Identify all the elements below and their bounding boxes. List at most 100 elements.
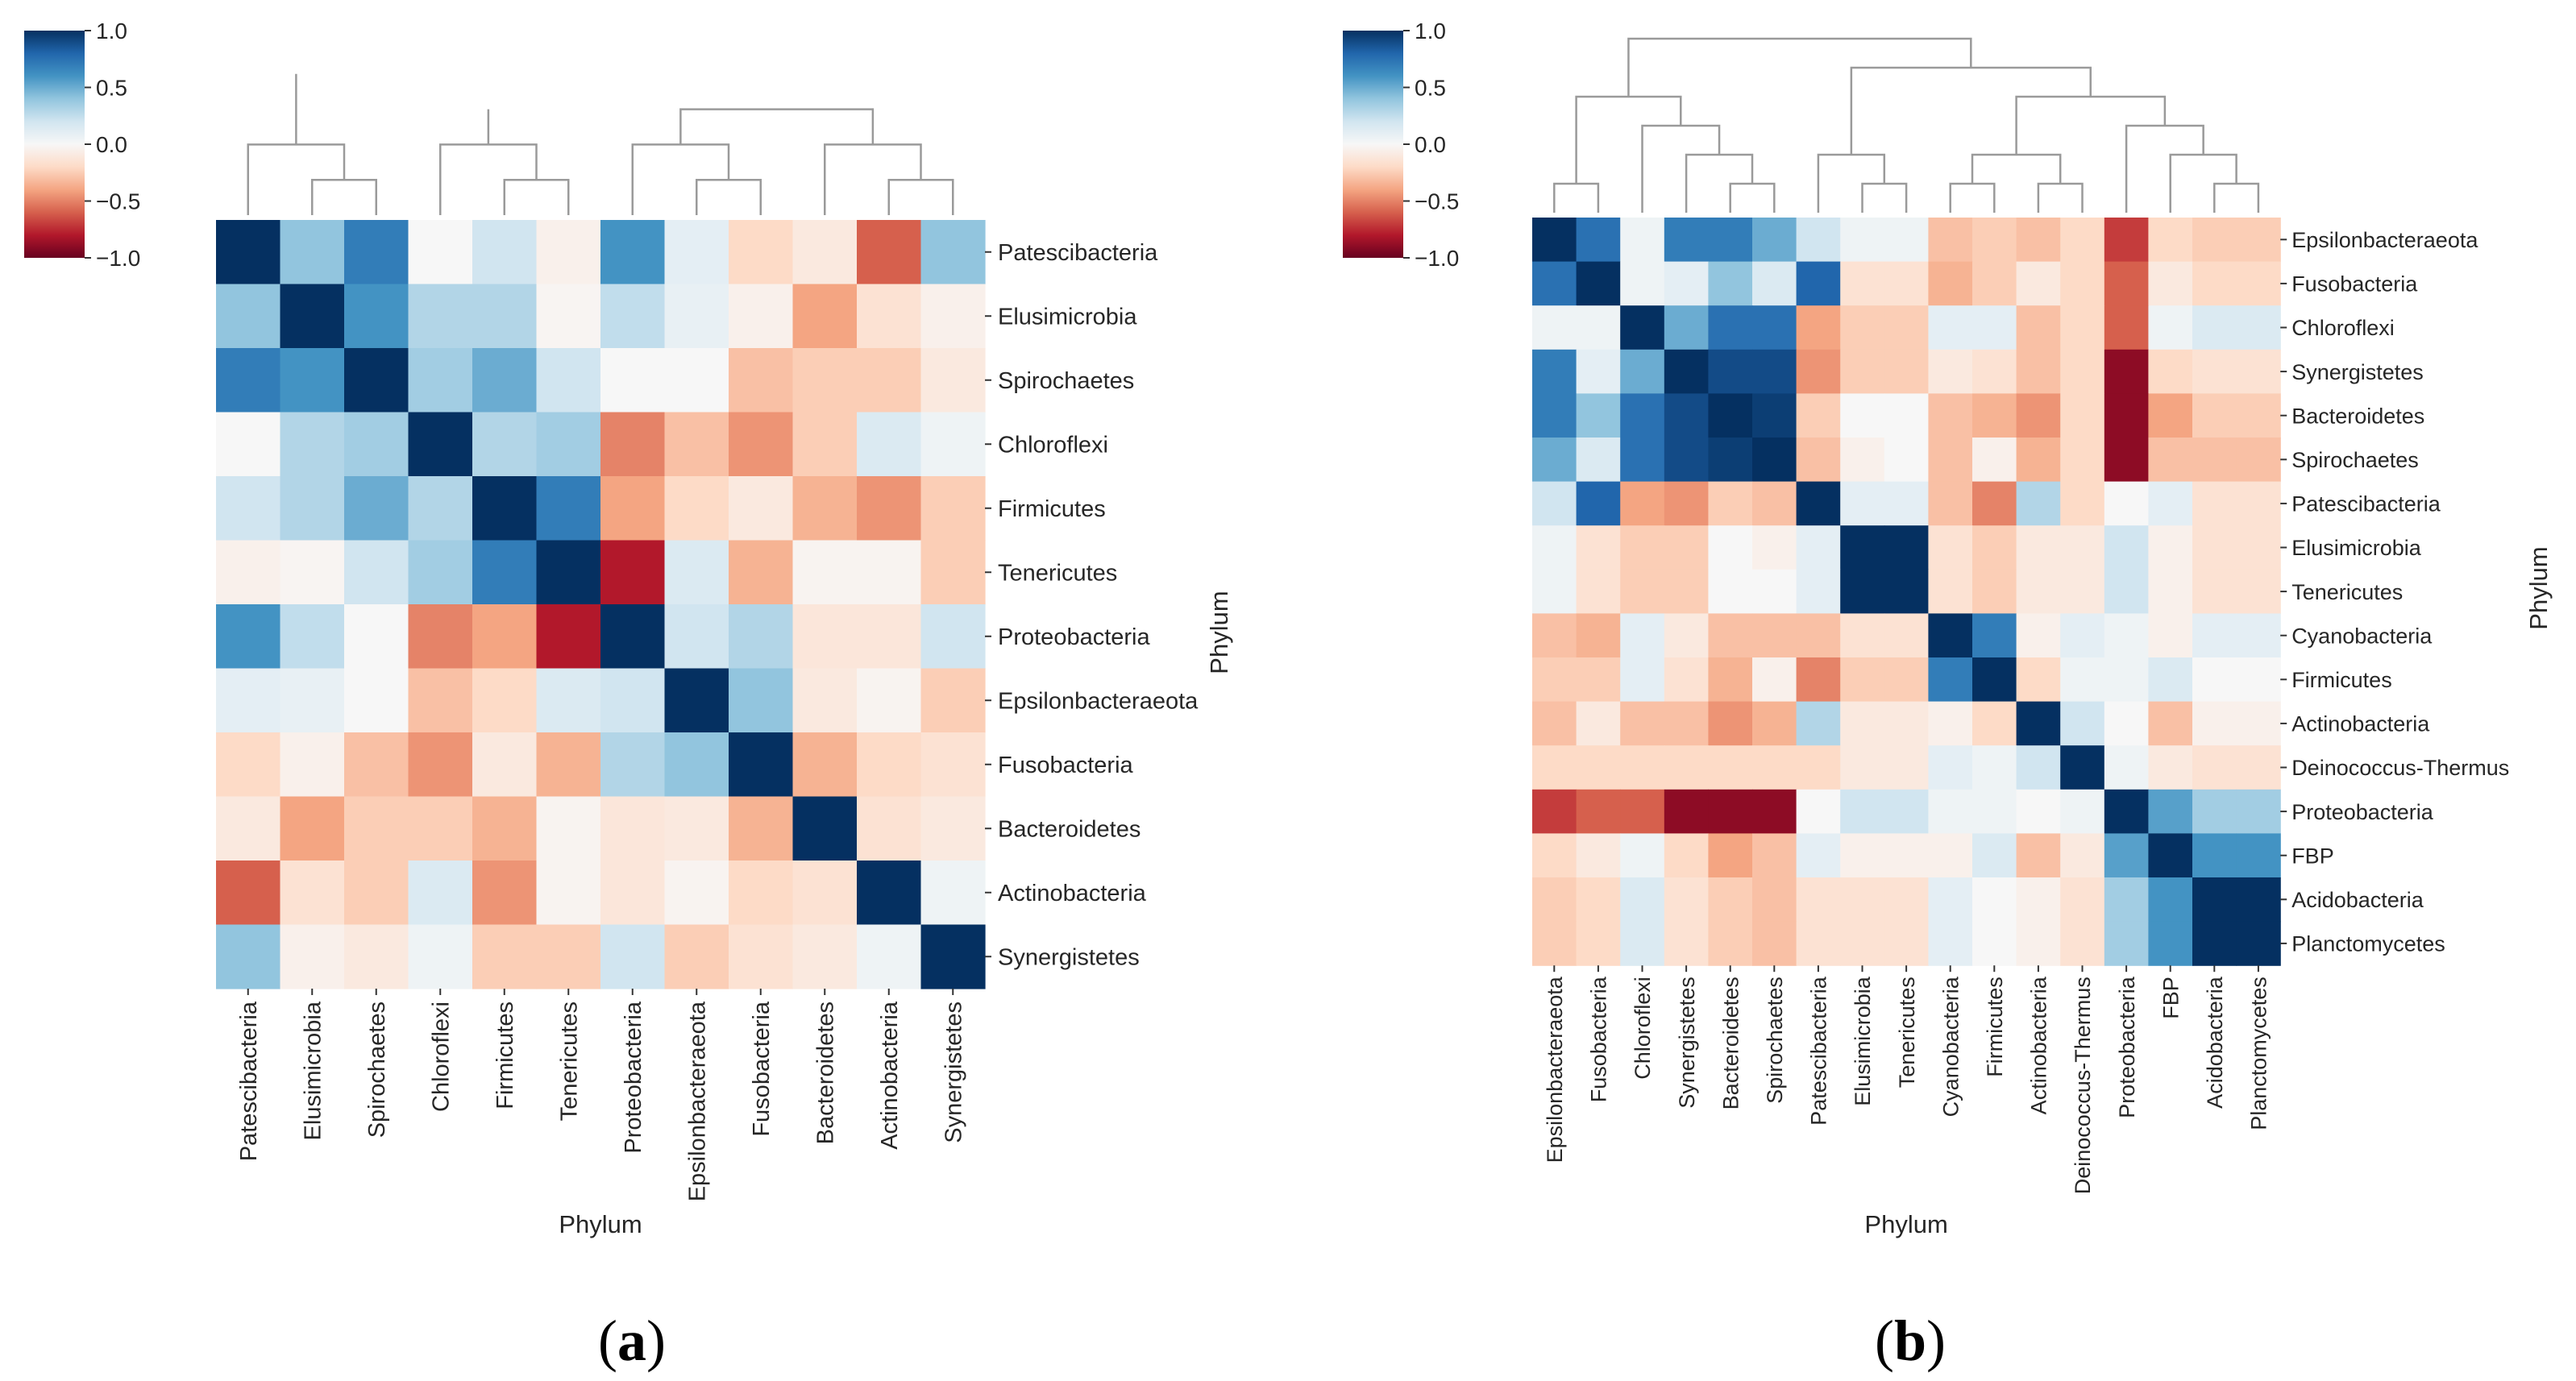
panel-a-heatmap-cell [600, 412, 666, 477]
panel-b-heatmap-cell [1884, 657, 1929, 703]
panel-b-row-label: Synergistetes [2291, 360, 2424, 384]
panel-b-heatmap-cell [1532, 218, 1577, 263]
panel-b-heatmap-cell [2236, 569, 2281, 614]
panel-b-heatmap-cell [1796, 481, 1841, 526]
panel-b-heatmap-cell [1532, 525, 1577, 570]
panel-a-heatmap-cell [857, 540, 922, 605]
panel-b-heatmap-cell [1840, 261, 1885, 306]
panel-b-heatmap-cell [1972, 745, 2017, 790]
panel-b-heatmap-cell [1796, 305, 1841, 350]
panel-b-heatmap-cell [1752, 877, 1797, 923]
panel-b-heatmap-cell [1664, 701, 1709, 746]
panel-a-heatmap-cell [729, 412, 794, 477]
panel-a-row-label: Spirochaetes [998, 368, 1134, 394]
panel-b-dendrogram-link [1949, 182, 1996, 213]
panel-a-heatmap-cell [280, 412, 345, 477]
panel-b-heatmap-cell [1928, 481, 1973, 526]
panel-b-heatmap-cell [1972, 569, 2017, 614]
panel-b-heatmap-cell [2104, 569, 2149, 614]
panel-b-heatmap-cell [1796, 261, 1841, 306]
panel-b-col-label: Elusimicrobia [1851, 976, 1875, 1106]
panel-a-row-label: Elusimicrobia [998, 305, 1137, 330]
panel-b-heatmap-cell [1752, 921, 1797, 966]
panel-a-heatmap-cell [857, 861, 922, 926]
panel-b-heatmap-cell [2236, 525, 2281, 570]
panel-a-heatmap-cell [344, 220, 409, 285]
panel-a-heatmap-cell [857, 284, 922, 349]
panel-a-heatmap-cell [729, 348, 794, 413]
panel-b-heatmap-cell [1752, 393, 1797, 438]
panel-b-heatmap-cell [2104, 657, 2149, 703]
panel-a-heatmap-cell [729, 476, 794, 541]
panel-b-heatmap-cell [1664, 833, 1709, 878]
panel-a-heatmap-cell [664, 348, 729, 413]
panel-b-heatmap-cell [1840, 349, 1885, 394]
panel-b-heatmap-cell [1620, 261, 1665, 306]
panel-b-heatmap-cell [2104, 833, 2149, 878]
panel-b-heatmap-cell [1928, 877, 1973, 923]
panel-b-heatmap-cell [2060, 657, 2105, 703]
panel-a-col-label: Chloroflexi [429, 1002, 455, 1112]
panel-b-heatmap-cell [2060, 218, 2105, 263]
panel-a-x-axis-label: Phylum [559, 1210, 642, 1238]
panel-b-heatmap-cell [2148, 921, 2193, 966]
panel-b-heatmap-cell [1884, 481, 1929, 526]
panel-b-heatmap-cell [2016, 261, 2061, 306]
panel-a-heatmap-cell [664, 604, 729, 670]
panel-b-heatmap-cell [1840, 569, 1885, 614]
panel-b-heatmap-cell [1884, 877, 1929, 923]
panel-b-heatmap-cell [2236, 349, 2281, 394]
panel-b-heatmap-cell [2236, 877, 2281, 923]
panel-b-heatmap-cell [2148, 349, 2193, 394]
panel-b-heatmap-cell [2016, 525, 2061, 570]
panel-b-heatmap-cell [1576, 921, 1621, 966]
panel-b-heatmap-cell [1840, 305, 1885, 350]
panel-b-col-label: FBP [2158, 977, 2183, 1019]
panel-a-heatmap-cell [216, 348, 281, 413]
panel-b-row-label: Actinobacteria [2291, 712, 2430, 736]
panel-b-heatmap-cell [1928, 218, 1973, 263]
panel-a-heatmap-cell [344, 604, 409, 670]
panel-b-col-label: Proteobacteria [2115, 976, 2139, 1118]
panel-b-heatmap-cell [1840, 789, 1885, 834]
panel-b-colorbar-tick-label: −0.5 [1415, 189, 1459, 214]
panel-a-heatmap-cell [408, 668, 473, 733]
panel-b-heatmap-cell [1532, 745, 1577, 790]
panel-a-row-label: Firmicutes [998, 496, 1106, 522]
panel-a-heatmap-cell [216, 796, 281, 861]
panel-a-heatmap-cell [344, 284, 409, 349]
panel-b-heatmap-cell [1884, 349, 1929, 394]
panel-b-heatmap-cell [2236, 218, 2281, 263]
panel-b-heatmap-cell [2016, 569, 2061, 614]
panel-b-heatmap-cell [1972, 833, 2017, 878]
panel-b-heatmap-cell [1576, 218, 1621, 263]
panel-a-heatmap-cell [536, 412, 601, 477]
panel-b: 1.0 0.5 0.0 −0.5 −1.0 Epsilonbacteraeota Fusob… [1343, 19, 2553, 1238]
panel-a-heatmap-cell [857, 348, 922, 413]
panel-a-heatmap-cell [664, 861, 729, 926]
panel-b-heatmap-cell [2148, 261, 2193, 306]
panel-a-heatmap-cell [216, 284, 281, 349]
panel-a-heatmap-cell [408, 220, 473, 285]
panel-b-heatmap-cell [2060, 877, 2105, 923]
panel-a-heatmap-cell [792, 861, 858, 926]
panel-b-heatmap-cell [1972, 218, 2017, 263]
panel-a-heatmap-cell [729, 861, 794, 926]
panel-b-heatmap-cell [1708, 877, 1753, 923]
panel-b-heatmap-cell [1884, 921, 1929, 966]
panel-a-heatmap-cell [280, 604, 345, 670]
panel-a-colorbar-tick-label: 1.0 [96, 19, 127, 44]
panel-b-heatmap-cell [1884, 833, 1929, 878]
panel-b-heatmap-cell [2236, 261, 2281, 306]
panel-a-colorbar-tick-label: 0.5 [96, 76, 127, 101]
panel-b-heatmap-cell [1532, 305, 1577, 350]
panel-b-heatmap-cell [2104, 789, 2149, 834]
panel-a-heatmap-cell [408, 861, 473, 926]
panel-b-heatmap-cell [2192, 393, 2237, 438]
panel-b-heatmap-cell [2060, 261, 2105, 306]
panel-b-heatmap-cell [2148, 701, 2193, 746]
panel-b-heatmap-cell [1664, 877, 1709, 923]
panel-b-heatmap-cell [2016, 789, 2061, 834]
panel-b-heatmap-cell [1708, 569, 1753, 614]
panel-a-col-label: Proteobacteria [621, 1001, 646, 1153]
